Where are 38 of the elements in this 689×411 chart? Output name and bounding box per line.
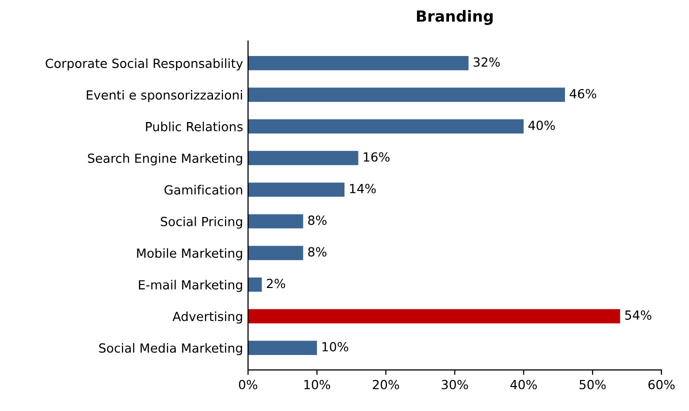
data-label: 16%	[364, 152, 390, 162]
y-tick-label: Mobile Marketing	[137, 248, 242, 260]
data-label: 8%	[308, 215, 326, 225]
bar	[248, 277, 262, 292]
data-label: 40%	[528, 120, 555, 130]
x-tick-label: 30%	[442, 380, 468, 390]
y-tick-label: Gamification	[164, 184, 242, 195]
y-tick-label: Social Pricing	[160, 216, 242, 229]
x-tick-label: 0%	[238, 380, 258, 390]
bar	[248, 309, 620, 324]
y-tick-label: Advertising	[172, 311, 242, 324]
bar	[248, 119, 524, 134]
data-label: 2%	[266, 278, 286, 288]
bar	[248, 56, 469, 70]
data-label: 10%	[322, 342, 348, 352]
data-label: 54%	[625, 310, 652, 320]
x-tick-label: 50%	[580, 380, 606, 390]
x-tick-label: 10%	[304, 380, 330, 390]
x-tick-label: 40%	[510, 380, 537, 390]
data-label: 14%	[350, 184, 376, 194]
chart-title: Branding	[416, 10, 493, 25]
y-tick-label: Public Relations	[146, 122, 243, 132]
bar	[248, 150, 358, 166]
data-label: 46%	[570, 88, 596, 98]
data-label: 8%	[308, 247, 326, 257]
y-tick-label: Corporate Social Responsability	[46, 58, 243, 71]
bar	[248, 182, 344, 197]
bar	[248, 246, 304, 260]
data-label: 32%	[474, 57, 500, 67]
y-tick-label: E-mail Marketing	[138, 280, 242, 292]
y-tick-label: Search Engine Marketing	[88, 153, 242, 166]
bar	[248, 340, 317, 355]
x-tick-label: 20%	[372, 380, 400, 390]
y-tick-label: Eventi e sponsorizzazioni	[86, 90, 242, 102]
x-tick-label: 60%	[648, 380, 675, 390]
bar	[248, 88, 565, 102]
y-tick-label: Social Media Marketing	[99, 343, 242, 356]
bar	[248, 214, 304, 228]
